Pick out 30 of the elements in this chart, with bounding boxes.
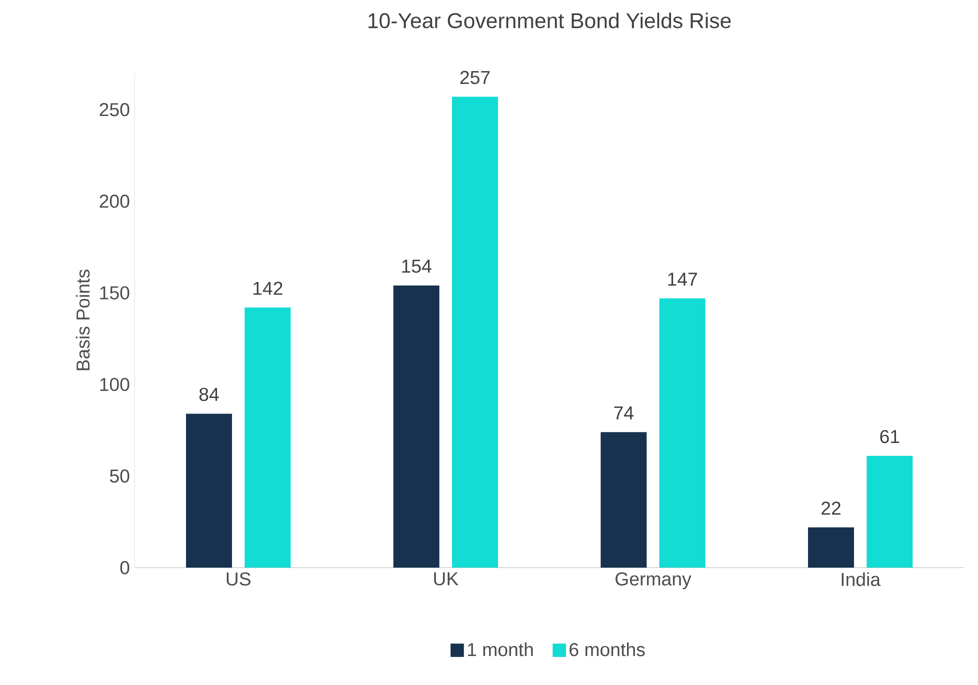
data-label: 257: [460, 70, 490, 84]
data-label: 74: [614, 406, 634, 420]
x-tick-label: US: [226, 572, 250, 586]
data-label: 154: [402, 260, 432, 273]
data-label: 142: [254, 282, 282, 295]
data-label: 22: [822, 502, 840, 515]
y-tick-label: 100: [100, 378, 130, 392]
y-axis-title: Basis Points: [76, 270, 90, 370]
bar: [659, 298, 706, 568]
bar: [600, 432, 647, 568]
bar: [452, 96, 498, 568]
bar: [808, 527, 854, 568]
x-tick-label: India: [842, 572, 881, 586]
data-label: 61: [880, 430, 900, 444]
y-tick-label: 50: [110, 469, 130, 483]
y-tick-label: 150: [100, 286, 130, 300]
legend-label: 6 months: [570, 642, 645, 656]
bar: [393, 286, 440, 568]
bar: [244, 307, 291, 568]
bar: [186, 414, 232, 568]
x-tick-label: Germany: [616, 572, 692, 590]
bar: [866, 456, 913, 568]
legend-label: 1 month: [468, 642, 533, 656]
y-tick-label: 250: [100, 103, 130, 116]
chart-title: 10-Year Government Bond Yields Rise: [368, 12, 731, 28]
x-tick-label: UK: [434, 572, 458, 586]
data-label: 84: [199, 388, 219, 402]
data-label: 147: [668, 272, 697, 286]
y-tick-label: 0: [120, 561, 130, 574]
y-tick-label: 200: [100, 194, 130, 208]
